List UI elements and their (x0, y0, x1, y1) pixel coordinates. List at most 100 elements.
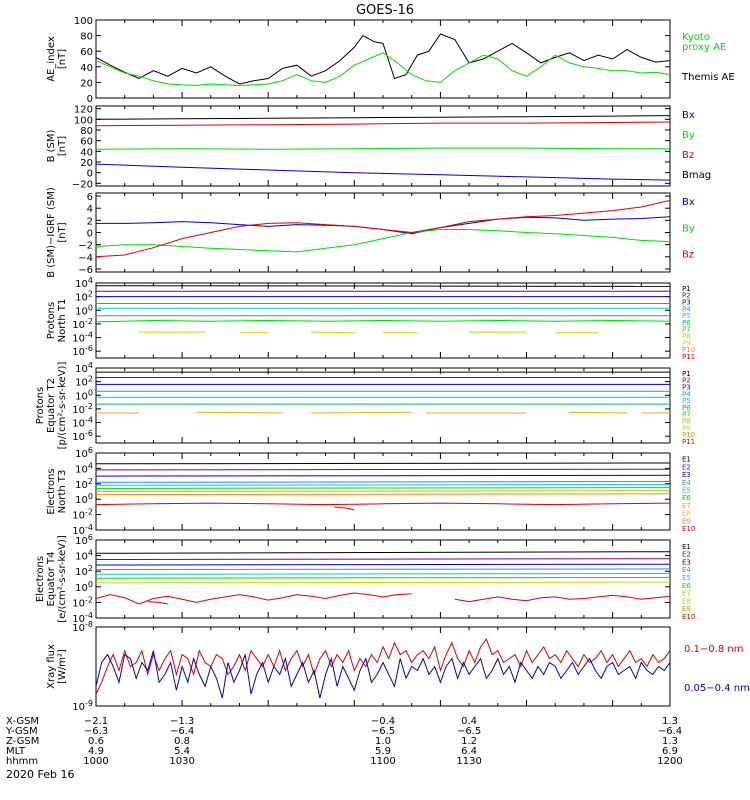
y-tick-label: 20 (80, 78, 93, 89)
y-tick-label: 4 (87, 204, 93, 215)
x-row-label: X-GSM (6, 716, 39, 727)
y-axis-label: B (SM) (46, 129, 57, 162)
legend-entry: E7 (682, 590, 691, 598)
panel-frame (95, 19, 671, 99)
series-line (96, 411, 670, 414)
legend-entry: P3 (682, 383, 691, 391)
y-tick-label: 10-2 (72, 317, 93, 331)
x-tick-label: −2.1 (84, 716, 108, 727)
x-row-label: hhmm (6, 756, 38, 767)
legend-entry: P11 (682, 438, 695, 446)
y-tick-label: 2 (87, 216, 93, 227)
y-tick-label: 100 (74, 16, 93, 27)
y-axis-label: Protons (46, 302, 57, 339)
y-tick-label: 104 (75, 276, 93, 290)
legend-entry: E7 (682, 502, 691, 510)
series-line (96, 115, 670, 120)
y-tick-label: −6 (78, 265, 93, 276)
x-tick-label: 0.6 (88, 736, 104, 747)
y-tick-label: 100 (75, 492, 93, 506)
series-line (96, 650, 670, 699)
x-tick-label: −6.5 (457, 726, 481, 737)
x-tick-label: 1030 (169, 756, 194, 767)
legend-entry: E1 (682, 456, 691, 464)
x-tick-label: 1.3 (662, 736, 678, 747)
y-axis-label: [p/(cm²-s-sr-keV)] (57, 362, 68, 450)
y-tick-label: 60 (80, 47, 93, 58)
legend-entry: P7 (682, 411, 691, 419)
y-tick-label: 20 (80, 158, 93, 169)
legend-entry: Themis AE (681, 72, 735, 83)
y-tick-label: −4 (78, 253, 93, 264)
y-axis-label: [nT] (57, 222, 68, 242)
y-tick-label: 120 (74, 105, 93, 116)
legend-entry: P8 (682, 418, 691, 426)
x-row-label: Y-GSM (5, 726, 38, 737)
series-line (96, 493, 670, 496)
x-tick-label: 1100 (370, 756, 395, 767)
legend-entry: Bx (682, 110, 695, 121)
y-tick-label: 0 (87, 94, 93, 105)
y-tick-label: 102 (75, 477, 93, 491)
series-line (96, 147, 670, 150)
y-axis-label: North T3 (57, 470, 68, 514)
x-tick-label: −6.4 (170, 726, 194, 737)
legend-entry: P10 (682, 431, 695, 439)
y-tick-label: −20 (72, 179, 93, 190)
legend-entry: E10 (682, 525, 695, 533)
legend-entry: E4 (682, 479, 691, 487)
legend-entry: E8 (682, 597, 691, 605)
y-tick-label: 102 (75, 290, 93, 304)
legend-entry: E3 (682, 471, 691, 479)
y-tick-label: 0 (87, 229, 93, 240)
legend-entry: E4 (682, 566, 691, 574)
legend-entry: E6 (682, 494, 691, 502)
x-tick-label: 5.9 (375, 746, 391, 757)
series-line (96, 576, 670, 579)
y-axis-label: [nT] (57, 49, 68, 69)
x-row-label: MLT (6, 746, 26, 757)
legend-entry: E2 (682, 551, 691, 559)
legend-entry: E8 (682, 510, 691, 518)
chart-title: GOES-16 (356, 3, 414, 18)
y-tick-label: 10-6 (72, 344, 93, 358)
legend-entry: P3 (682, 298, 691, 306)
x-tick-label: 1130 (456, 756, 481, 767)
x-tick-label: −1.3 (170, 716, 194, 727)
x-tick-label: 5.4 (174, 746, 190, 757)
y-tick-label: 100 (75, 303, 93, 317)
y-tick-label: 104 (75, 461, 93, 475)
series-line (96, 52, 670, 87)
y-tick-label: 106 (75, 533, 93, 547)
y-tick-label: 40 (80, 63, 93, 74)
x-tick-label: 1200 (657, 756, 682, 767)
legend-entry: E3 (682, 558, 691, 566)
panel-8: 10-8 10-9 Xray flux [W/m²] 0.1−0.8 nm 0.05−0.… (46, 620, 750, 713)
y-axis-label: Equator T2 (46, 378, 57, 433)
legend-entry: 0.1−0.8 nm (684, 644, 743, 655)
legend-entry: P1 (682, 285, 691, 293)
y-axis-label: Xray flux (46, 644, 57, 689)
y-axis-label: AE_index (46, 36, 57, 82)
legend-entry: proxy AE (682, 42, 726, 53)
y-tick-label: 10-4 (72, 331, 93, 345)
series-line (96, 121, 670, 127)
x-tick-label: 6.4 (461, 746, 477, 757)
legend-entry: E5 (682, 487, 691, 495)
y-tick-label: 104 (75, 549, 93, 563)
series-line (147, 601, 168, 605)
x-tick-label: −0.4 (371, 716, 395, 727)
legend-entry: E10 (682, 613, 695, 621)
y-tick-label: 102 (75, 375, 93, 389)
x-tick-label: 6.9 (662, 746, 678, 757)
series-line (96, 490, 670, 492)
y-tick-label: 10-2 (72, 508, 93, 522)
x-tick-label: −6.5 (371, 726, 395, 737)
legend-entry: P5 (682, 312, 691, 320)
series-line (96, 285, 670, 287)
legend-entry: P4 (682, 305, 691, 313)
date-label: 2020 Feb 16 (6, 768, 74, 781)
